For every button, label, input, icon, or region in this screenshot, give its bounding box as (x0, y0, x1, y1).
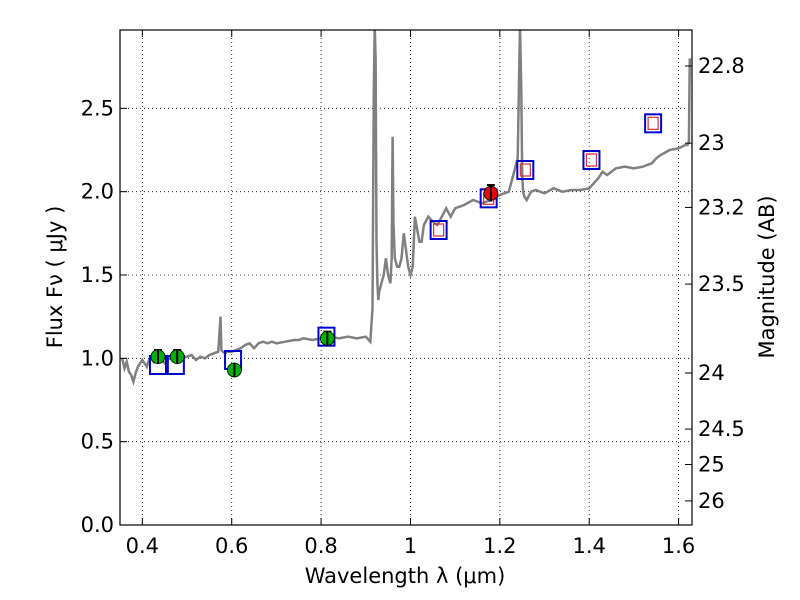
y2-tick-label: 25 (698, 452, 725, 476)
y-tick-label: 1.5 (81, 263, 114, 287)
y2-tick-label: 23.5 (698, 272, 745, 296)
y-tick-label: 0.0 (81, 513, 114, 537)
x-tick-label: 1 (404, 534, 417, 558)
model-square-inner (647, 116, 659, 130)
model-square (516, 160, 535, 180)
x-tick-label: 1.2 (483, 534, 516, 558)
y2-tick-label: 24.5 (698, 417, 745, 441)
axes: 0.4 0.6 0.8 1 1.2 1.4 1.6 0.0 0.5 1.0 1.5 2.0 2.5 22.… (81, 29, 745, 558)
y2-tick-label: 24 (698, 361, 725, 385)
y-tick-label: 2.0 (81, 180, 114, 204)
x-tick-label: 0.4 (126, 534, 159, 558)
y-tick-label: 0.5 (81, 430, 114, 454)
x-tick-label: 1.4 (573, 534, 606, 558)
y2-tick-label: 23 (698, 131, 725, 155)
model-square-inner (585, 153, 598, 167)
x-axis-label: Wavelength λ (μm) (305, 564, 506, 588)
x-tick-label: 0.6 (215, 534, 248, 558)
x-tick-label: 0.8 (304, 534, 337, 558)
y2-tick-label: 26 (698, 489, 725, 513)
model-square-inner (519, 163, 531, 177)
axis-labels: Wavelength λ (μm) Flux Fν ( μJy ) Magnit… (43, 195, 779, 588)
x-tick-label: 1.6 (662, 534, 695, 558)
y2-tick-label: 22.8 (698, 54, 745, 78)
plot-frame (119, 29, 693, 526)
y-tick-label: 1.0 (81, 346, 114, 370)
y-axis-label: Flux Fν ( μJy ) (43, 206, 67, 349)
y-tick-label: 2.5 (81, 96, 114, 120)
y2-axis-label: Magnitude (AB) (755, 195, 779, 358)
model-square-inner (433, 223, 445, 237)
model-square (429, 220, 448, 240)
y2-tick-label: 23.2 (698, 195, 745, 219)
model-square (644, 113, 663, 134)
plot-area (120, 30, 692, 387)
spectrum-line (120, 30, 692, 387)
model-square (582, 150, 601, 170)
